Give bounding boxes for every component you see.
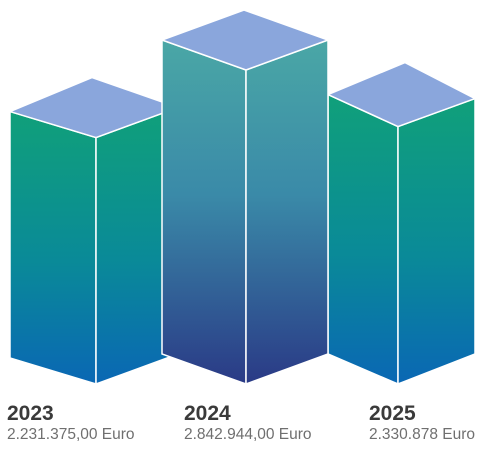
bar-2023 — [7, 76, 181, 386]
bar-right-face — [245, 38, 329, 386]
bar-label-2024: 2024 2.842.944,00 Euro — [184, 403, 312, 443]
category-label: 2023 — [7, 402, 54, 425]
bar-2025 — [326, 61, 477, 386]
category-label: 2025 — [369, 402, 416, 425]
bar-left-face — [327, 93, 399, 386]
bar-2024 — [159, 9, 331, 386]
bar-label-2025: 2025 2.330.878 Euro — [369, 403, 475, 443]
bar-left-face — [161, 38, 247, 386]
value-label: 2.842.944,00 Euro — [184, 426, 312, 443]
bar-right-face — [397, 97, 476, 386]
bar-left-face — [9, 110, 97, 386]
bar-label-2023: 2023 2.231.375,00 Euro — [7, 403, 135, 443]
bar-top-face — [159, 9, 331, 71]
bar-top-face — [326, 61, 477, 128]
value-label: 2.330.878 Euro — [369, 426, 476, 443]
bar-chart — [7, 9, 477, 386]
value-label: 2.231.375,00 Euro — [7, 426, 135, 443]
category-label: 2024 — [184, 402, 231, 425]
